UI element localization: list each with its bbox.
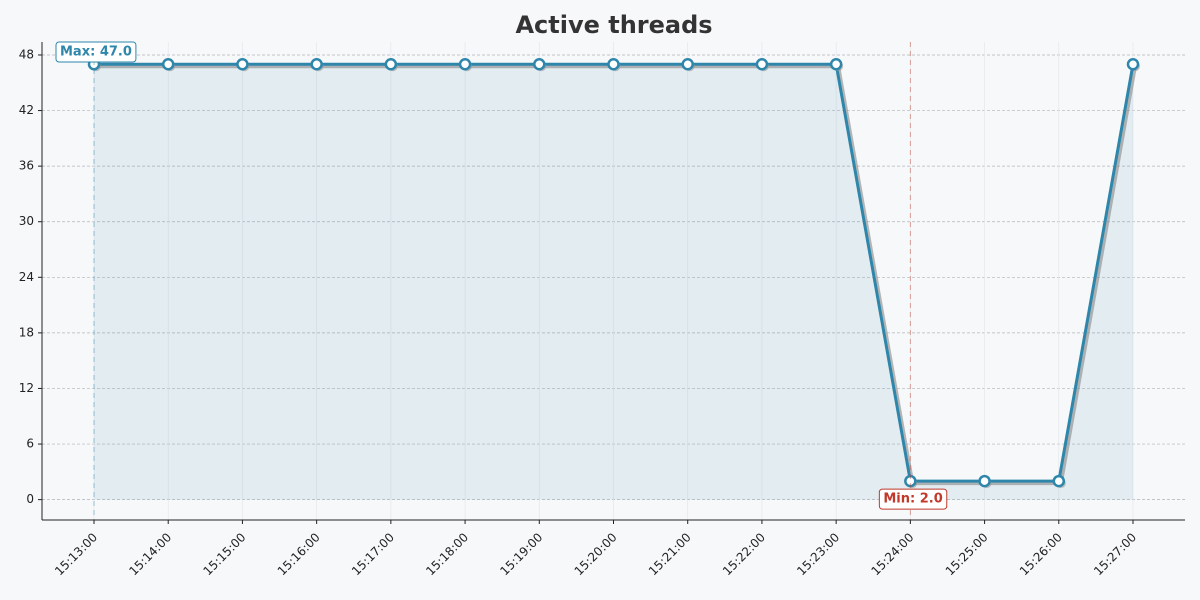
area bbox=[94, 64, 1133, 500]
grid bbox=[42, 42, 1185, 520]
y-tick-label: 48 bbox=[19, 47, 34, 61]
marker bbox=[161, 57, 175, 71]
marker bbox=[607, 57, 620, 71]
y-tick-label: 30 bbox=[19, 214, 34, 228]
marker bbox=[1052, 474, 1066, 488]
marker bbox=[236, 57, 249, 71]
annotation: Max: 47.0 bbox=[60, 45, 132, 60]
y-tick-label: 0 bbox=[26, 492, 34, 506]
y-tick-label: 12 bbox=[19, 381, 34, 395]
y-tick-label: 24 bbox=[19, 270, 34, 284]
y-tick-label: 42 bbox=[19, 103, 34, 117]
y-tick-label: 18 bbox=[19, 325, 34, 339]
marker bbox=[533, 57, 546, 71]
marker bbox=[755, 57, 769, 71]
plot: Max: 47.0 Min: 2.0 bbox=[55, 41, 1140, 520]
annotation-box bbox=[55, 41, 137, 63]
annotation: Min: 2.0 bbox=[883, 492, 942, 507]
marker bbox=[829, 57, 843, 71]
annotation-box bbox=[878, 488, 948, 510]
marker bbox=[978, 474, 991, 488]
marker bbox=[310, 57, 323, 71]
marker bbox=[458, 57, 472, 71]
marker bbox=[904, 474, 917, 488]
marker bbox=[681, 57, 694, 71]
y-tick-label: 6 bbox=[26, 437, 34, 451]
marker bbox=[1126, 57, 1140, 71]
marker bbox=[384, 57, 398, 71]
y-tick-label: 36 bbox=[19, 159, 34, 173]
chart-title: Active threads bbox=[515, 11, 712, 39]
